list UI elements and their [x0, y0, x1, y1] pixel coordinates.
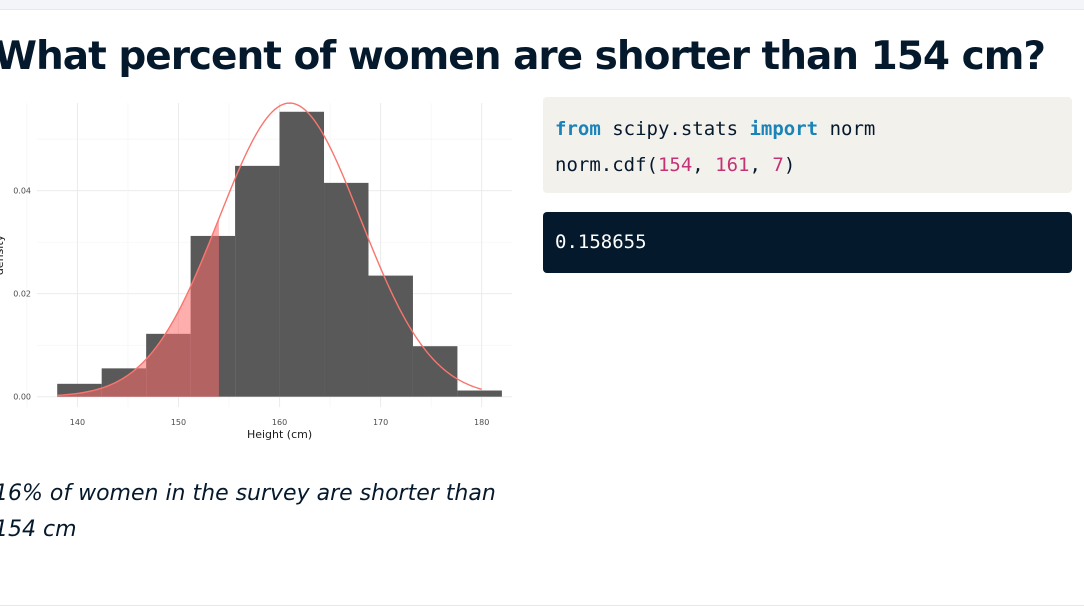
y-tick-label: 0.00	[13, 393, 31, 402]
bottom-divider	[0, 605, 1084, 606]
histogram-bar	[412, 346, 458, 397]
module-name: scipy.stats	[600, 118, 750, 140]
histogram-bar	[457, 390, 502, 397]
function-call: norm.cdf(	[555, 154, 658, 176]
output-block: 0.158655	[543, 212, 1072, 273]
code-line-1: from scipy.stats import norm	[555, 111, 1060, 147]
code-line-2: norm.cdf(154, 161, 7)	[555, 147, 1060, 183]
close-paren: )	[783, 154, 796, 176]
histogram-bar	[368, 275, 413, 397]
x-tick-label: 150	[171, 418, 186, 427]
x-axis-title: Height (cm)	[247, 428, 312, 441]
arg-value: 154	[657, 154, 693, 176]
y-tick-label: 0.02	[13, 290, 31, 299]
x-tick-label: 160	[272, 418, 287, 427]
chart-svg: 0.00 0.02 0.04 140 150 160 170 180 Height (cm) de…	[0, 102, 512, 441]
x-tick-label: 140	[70, 418, 85, 427]
imported-name: norm	[818, 118, 876, 140]
top-bar	[0, 0, 1084, 10]
keyword-import: import	[749, 118, 819, 140]
x-tick-label: 170	[373, 418, 388, 427]
caption-text: 16% of women in the survey are shorter t…	[0, 481, 496, 542]
x-tick-label: 180	[474, 418, 489, 427]
histogram-bar	[235, 165, 280, 397]
arg-separator: ,	[749, 154, 773, 176]
shaded-area	[57, 218, 219, 397]
histogram-bar	[279, 111, 325, 397]
arg-separator: ,	[692, 154, 716, 176]
slide-title: What percent of women are shorter than 1…	[0, 34, 1046, 79]
normal-curve	[57, 102, 482, 397]
output-value: 0.158655	[555, 231, 647, 253]
arg-sd: 7	[772, 154, 784, 176]
y-tick-label: 0.04	[13, 187, 31, 196]
y-axis-title: density	[0, 234, 6, 275]
code-block: from scipy.stats import norm norm.cdf(15…	[543, 97, 1072, 193]
histogram-chart: 0.00 0.02 0.04 140 150 160 170 180 Height (cm) de…	[0, 100, 525, 450]
arg-mean: 161	[715, 154, 750, 176]
histogram-bar	[324, 182, 369, 397]
keyword-from: from	[555, 118, 601, 140]
